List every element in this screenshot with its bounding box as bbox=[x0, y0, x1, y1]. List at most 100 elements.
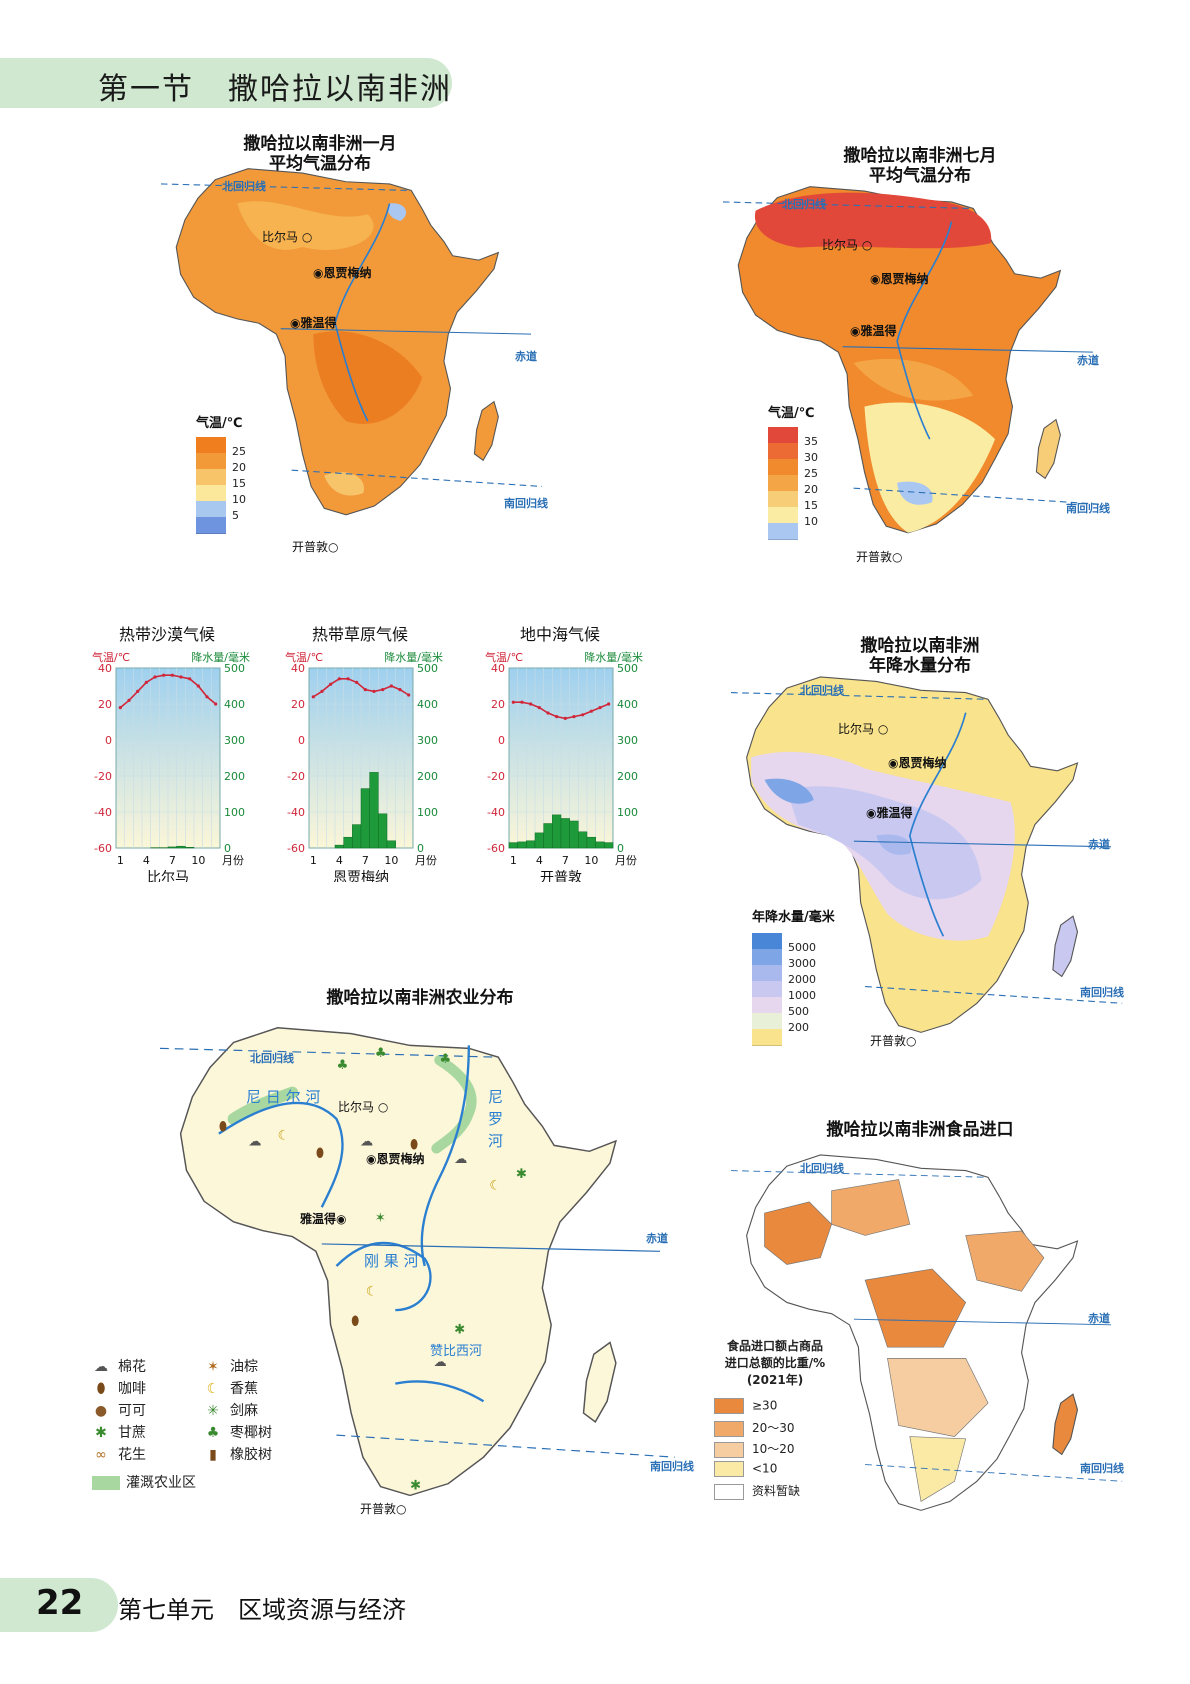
irrigation-swatch bbox=[92, 1476, 120, 1490]
jan-tropic-south-label: 南回归线 bbox=[504, 497, 548, 510]
chart-month-label: 月份 bbox=[222, 854, 244, 867]
chart-temp-point bbox=[407, 693, 411, 697]
rain-legend-swatches: 5000 3000 2000 1000 500 200 bbox=[752, 933, 842, 1053]
food-legend-label: 资料暂缺 bbox=[752, 1484, 801, 1498]
food-legend-swatch bbox=[714, 1441, 744, 1458]
peanut-icon: ∞ bbox=[95, 1447, 107, 1463]
ag-tropic-north-line bbox=[159, 1047, 499, 1058]
jul-mild-region bbox=[853, 358, 974, 401]
ag-city-yaounde: 雅温得◉ bbox=[300, 1212, 347, 1226]
ag-legend-label: 花生 bbox=[118, 1447, 146, 1463]
chart-month-tick: 10 bbox=[584, 854, 598, 867]
ag-legend-item: ⬮ 咖啡 bbox=[92, 1378, 146, 1398]
jan-temperature-map bbox=[160, 168, 542, 516]
ag-tropic-south-line bbox=[336, 1434, 675, 1458]
ag-niger-label: 尼 日 尔 河 bbox=[246, 1088, 321, 1106]
footer-unit-title: 区域资源与经济 bbox=[238, 1596, 406, 1624]
chart-precip-tick: 0 bbox=[417, 842, 424, 855]
chart-temp-tick: -40 bbox=[487, 806, 505, 819]
ag-legend-item: ☾ 香蕉 bbox=[204, 1378, 258, 1398]
jan-legend-swatch bbox=[196, 485, 226, 502]
ag-legend-label: 甘蔗 bbox=[118, 1425, 146, 1441]
jan-tropic-north-label: 北回归线 bbox=[222, 180, 266, 193]
chart-station: 比尔马 bbox=[147, 870, 189, 882]
chart-month-label: 月份 bbox=[615, 854, 637, 867]
chart-month-label: 月份 bbox=[415, 854, 437, 867]
jan-city-bilma: 比尔马 ○ bbox=[262, 230, 313, 244]
coffee-icon: ⬮ bbox=[96, 1381, 106, 1397]
chart-temp-point bbox=[511, 700, 515, 704]
chart-temp-axis-label: 气温/℃ bbox=[485, 650, 523, 664]
ag-legend-label: 枣椰树 bbox=[230, 1425, 272, 1441]
ag-symbol-sugarcane-2: ✱ bbox=[410, 1479, 421, 1494]
food-legend-swatch bbox=[714, 1483, 744, 1500]
chart-precip-bar bbox=[543, 823, 553, 849]
ag-symbol-banana-3: ☾ bbox=[366, 1284, 378, 1299]
ag-symbol-coffee: ⬮ bbox=[219, 1120, 227, 1135]
rainfall-map bbox=[730, 676, 1123, 1033]
chart-temp-point bbox=[144, 680, 148, 684]
food-legend-swatch bbox=[714, 1398, 744, 1414]
jul-hot-north-region bbox=[754, 192, 992, 249]
chart-temp-axis-label: 气温/℃ bbox=[285, 650, 323, 664]
chart-month-tick: 7 bbox=[562, 854, 569, 867]
chart-precip-bar bbox=[167, 846, 177, 849]
food-legend-item: 20～30 bbox=[714, 1419, 795, 1437]
ag-map-title: 撒哈拉以南非洲农业分布 bbox=[326, 988, 514, 1008]
jul-tropic-south-label: 南回归线 bbox=[1066, 502, 1110, 515]
food-legend-item: ≥30 bbox=[714, 1398, 777, 1414]
chart-temp-point bbox=[581, 713, 585, 717]
jan-hot-region bbox=[313, 331, 423, 425]
chart-temp-point bbox=[153, 675, 157, 679]
jul-legend-title: 气温/℃ bbox=[768, 406, 815, 421]
chart-temp-tick: -40 bbox=[94, 806, 112, 819]
ag-crop-symbols: ⬮ ☁ ☾ ⬮ ☁ ⬮ ☁ ☾ ✱ ♣ ♣ ♣ ☾ ⬮ ☁ ✱ ✶ ✱ bbox=[219, 1046, 527, 1493]
chart-temp-point bbox=[372, 689, 376, 693]
rain-map-title: 撒哈拉以南非洲 年降水量分布 bbox=[810, 636, 1030, 676]
jan-legend-swatch bbox=[196, 453, 226, 470]
chart-precip-tick: 500 bbox=[617, 662, 638, 675]
ag-tropic-south-label: 南回归线 bbox=[650, 1460, 694, 1473]
jan-legend-swatch bbox=[196, 517, 226, 534]
food-region-south-central bbox=[887, 1358, 989, 1437]
ag-legend-item: ✱ 甘蔗 bbox=[92, 1422, 146, 1442]
chart-temp-point bbox=[170, 673, 174, 677]
ag-niger-river bbox=[218, 1101, 344, 1208]
chart-temp-point bbox=[179, 675, 183, 679]
ag-legend-label: 香蕉 bbox=[230, 1381, 258, 1397]
chart-temp-point bbox=[529, 702, 533, 706]
rain-legend-label: 500 bbox=[788, 1005, 809, 1018]
food-legend-swatch bbox=[714, 1461, 744, 1477]
chart-temp-point bbox=[127, 698, 131, 702]
jan-river bbox=[334, 203, 391, 422]
food-legend-item: 10～20 bbox=[714, 1440, 795, 1458]
chart-temp-point bbox=[196, 684, 200, 688]
rain-legend-swatch bbox=[752, 933, 782, 950]
rain-legend-label: 3000 bbox=[788, 957, 816, 970]
jul-legend-swatch bbox=[768, 475, 798, 492]
jan-legend-title: 气温/℃ bbox=[196, 416, 243, 431]
ag-legend-label: 棉花 bbox=[118, 1359, 146, 1375]
chart-month-tick: 4 bbox=[143, 854, 150, 867]
food-tropic-north-label: 北回归线 bbox=[800, 1162, 844, 1175]
chart-precip-bar bbox=[378, 813, 388, 849]
ag-congo-river bbox=[335, 1241, 432, 1312]
ag-symbol-coffee-2: ⬮ bbox=[316, 1146, 324, 1161]
ag-legend-irrigation: 灌溉农业区 bbox=[92, 1472, 196, 1492]
food-region-sahel bbox=[831, 1179, 911, 1236]
chart-precip-bar bbox=[578, 831, 588, 849]
ag-legend-item: ✶ 油棕 bbox=[204, 1356, 258, 1376]
chart-temp-point bbox=[118, 706, 122, 710]
jan-legend-label: 5 bbox=[232, 509, 239, 522]
chart-precip-bar bbox=[595, 841, 605, 849]
jan-legend-label: 25 bbox=[232, 445, 246, 458]
chart-precip-tick: 500 bbox=[224, 662, 245, 675]
chart-precip-bar bbox=[517, 841, 527, 849]
ag-legend-item: ✳ 剑麻 bbox=[204, 1400, 258, 1420]
rain-legend-label: 5000 bbox=[788, 941, 816, 954]
rain-tropic-south-line bbox=[865, 985, 1123, 1004]
chart-month-tick: 10 bbox=[384, 854, 398, 867]
ag-legend-label: 可可 bbox=[118, 1403, 146, 1419]
